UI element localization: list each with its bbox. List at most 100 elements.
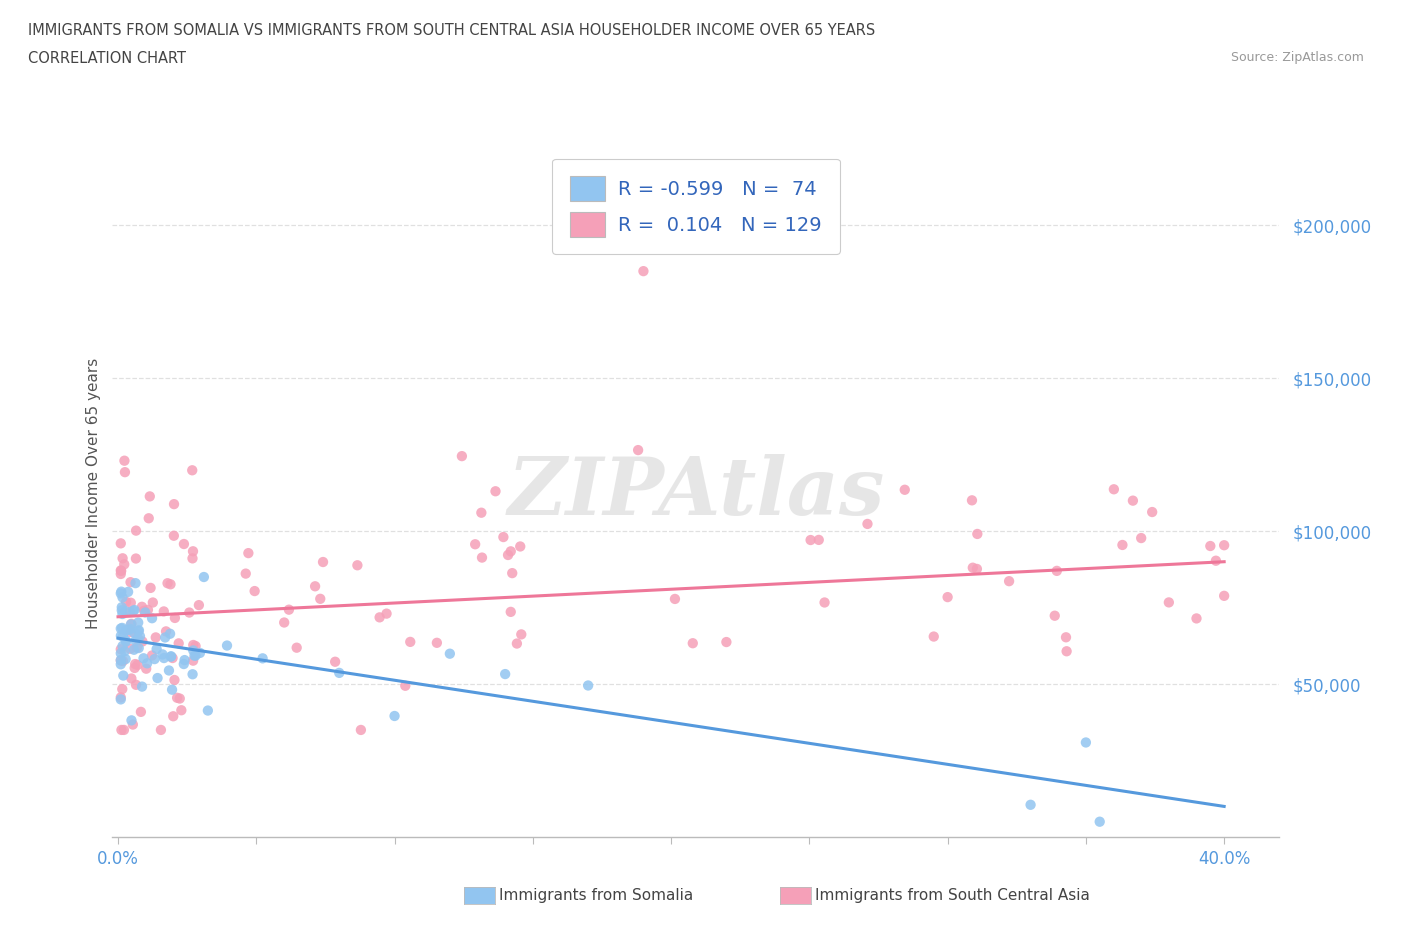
Point [328, 666, 350, 681]
Point [215, 638, 238, 653]
Point [131, 599, 153, 614]
Text: Source: ZipAtlas.com: Source: ZipAtlas.com [1230, 51, 1364, 64]
Point [173, 653, 195, 668]
Point [110, 642, 132, 657]
Point [117, 622, 139, 637]
Point [110, 584, 132, 599]
Point [111, 682, 134, 697]
Point [716, 634, 738, 649]
Point [1140, 505, 1163, 520]
Point [181, 653, 204, 668]
Point [966, 526, 988, 541]
Point [114, 633, 136, 648]
Point [157, 663, 180, 678]
Point [323, 655, 346, 670]
Point [181, 544, 204, 559]
Point [110, 653, 132, 668]
Point [922, 629, 945, 644]
Point [110, 621, 132, 636]
Point [122, 625, 145, 640]
Point [499, 604, 522, 619]
Point [127, 624, 149, 639]
Point [127, 615, 149, 630]
Point [127, 631, 149, 645]
Point [494, 667, 516, 682]
Point [1122, 493, 1144, 508]
Point [141, 611, 163, 626]
Point [451, 448, 474, 463]
Point [509, 539, 531, 554]
Point [111, 606, 134, 621]
Point [1102, 482, 1125, 497]
Point [181, 667, 204, 682]
Point [439, 646, 461, 661]
Point [309, 591, 332, 606]
Point [163, 672, 186, 687]
Point [149, 723, 172, 737]
Point [111, 654, 134, 669]
Point [501, 565, 523, 580]
Point [112, 557, 135, 572]
Point [173, 537, 195, 551]
Point [1043, 608, 1066, 623]
Point [118, 604, 141, 619]
Point [1199, 538, 1222, 553]
Point [682, 636, 704, 651]
Point [122, 643, 145, 658]
Point [162, 709, 184, 724]
Point [121, 717, 143, 732]
Point [285, 640, 308, 655]
Point [470, 505, 492, 520]
Text: CORRELATION CHART: CORRELATION CHART [28, 51, 186, 66]
Point [1054, 630, 1077, 644]
Point [124, 660, 146, 675]
Point [1056, 644, 1078, 658]
Point [1046, 564, 1069, 578]
Point [115, 623, 138, 638]
Point [856, 516, 879, 531]
Point [1074, 735, 1097, 750]
Point [243, 584, 266, 599]
Point [162, 651, 184, 666]
Point [112, 668, 135, 683]
Point [664, 591, 686, 606]
Point [1213, 538, 1236, 552]
Legend: R = -0.599   N =  74, R =  0.104   N = 129: R = -0.599 N = 74, R = 0.104 N = 129 [553, 158, 839, 254]
Point [121, 713, 143, 728]
Point [110, 536, 132, 551]
Point [152, 647, 174, 662]
Point [312, 554, 335, 569]
Point [1213, 589, 1236, 604]
Point [132, 604, 155, 618]
Point [1019, 797, 1042, 812]
Point [120, 617, 142, 631]
Point [163, 528, 186, 543]
Point [576, 678, 599, 693]
Point [111, 590, 134, 604]
Point [115, 634, 138, 649]
Point [179, 605, 201, 620]
Point [163, 497, 186, 512]
Point [110, 653, 132, 668]
Point [960, 493, 983, 508]
Point [183, 648, 205, 663]
Point [193, 569, 215, 584]
Point [111, 600, 134, 615]
Point [159, 626, 181, 641]
Point [145, 642, 167, 657]
Point [197, 703, 219, 718]
Point [936, 590, 959, 604]
Point [181, 643, 204, 658]
Point [181, 638, 204, 653]
Point [187, 598, 209, 613]
Point [139, 489, 162, 504]
Point [115, 594, 138, 609]
Point [252, 651, 274, 666]
Point [159, 649, 181, 664]
Point [124, 657, 146, 671]
Point [153, 630, 176, 644]
Point [127, 658, 149, 672]
Point [110, 566, 132, 581]
Point [132, 651, 155, 666]
Point [114, 465, 136, 480]
